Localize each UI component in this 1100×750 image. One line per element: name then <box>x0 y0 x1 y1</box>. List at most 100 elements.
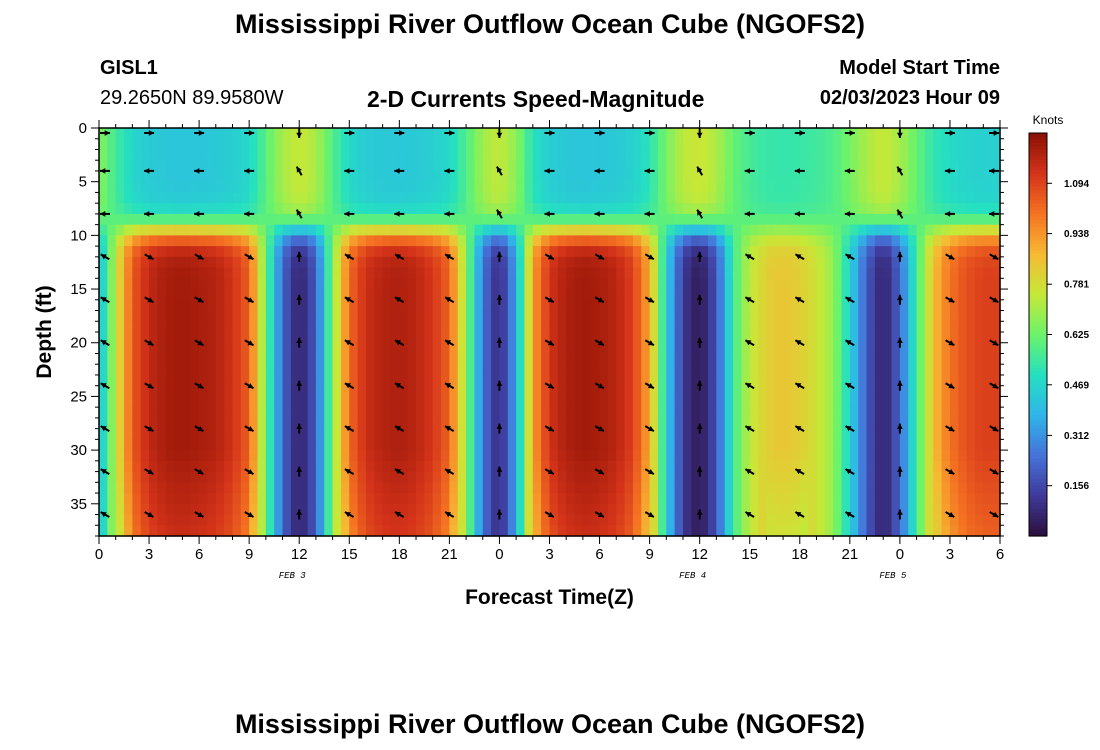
heatmap-cell <box>182 332 192 344</box>
heatmap-cell <box>441 235 450 247</box>
heatmap-cell <box>708 170 717 183</box>
heatmap-cell <box>324 482 334 494</box>
heatmap-cell <box>891 332 901 344</box>
current-arrow <box>444 296 455 304</box>
heatmap-cell <box>182 235 192 247</box>
heatmap-cell <box>808 299 818 312</box>
heatmap-cell <box>115 289 125 301</box>
heatmap-cell <box>708 428 717 440</box>
heatmap-cell <box>516 289 526 301</box>
heatmap-cell <box>858 471 868 483</box>
heatmap-cell <box>190 278 200 290</box>
heatmap-cell <box>966 213 976 226</box>
heatmap-cell <box>774 203 784 215</box>
heatmap-cell <box>165 246 175 258</box>
heatmap-cell <box>482 417 492 430</box>
heatmap-cell <box>783 267 793 279</box>
heatmap-cell <box>941 396 951 408</box>
colorbar-swatch <box>1029 525 1047 530</box>
heatmap-cell <box>691 149 701 161</box>
heatmap-cell <box>549 170 559 183</box>
heatmap-cell <box>891 235 901 247</box>
heatmap-cell <box>307 407 317 419</box>
heatmap-cell <box>115 181 125 194</box>
heatmap-cell <box>315 385 325 398</box>
heatmap-cell <box>916 482 926 494</box>
heatmap-cell <box>532 396 542 408</box>
heatmap-cell <box>657 332 667 344</box>
heatmap-cell <box>791 342 801 355</box>
heatmap-cell <box>232 396 242 408</box>
heatmap-cell <box>507 289 517 301</box>
heatmap-cell <box>340 364 350 376</box>
heatmap-cell <box>524 364 534 376</box>
heatmap-cell <box>232 203 242 215</box>
heatmap-cell <box>916 407 926 419</box>
heatmap-cell <box>324 310 334 322</box>
heatmap-cell <box>799 471 809 483</box>
colorbar-swatch <box>1029 448 1047 453</box>
heatmap-cell <box>491 342 501 355</box>
heatmap-cell <box>157 332 167 344</box>
heatmap-cell <box>365 149 375 161</box>
heatmap-cell <box>457 482 467 494</box>
heatmap-cell <box>365 482 375 494</box>
heatmap-cell <box>941 149 951 161</box>
heatmap-cell <box>524 374 534 387</box>
heatmap-cell <box>424 246 434 258</box>
colorbar-swatch <box>1029 495 1047 500</box>
heatmap-cell <box>991 289 1001 301</box>
heatmap-cell <box>833 364 843 376</box>
heatmap-cell <box>424 385 434 398</box>
heatmap-cell <box>107 299 117 312</box>
x-tick-label: 21 <box>441 546 458 563</box>
heatmap-cell <box>149 256 158 269</box>
current-arrow <box>444 511 455 518</box>
heatmap-cell <box>866 246 876 258</box>
heatmap-cell <box>516 364 526 376</box>
heatmap-cell <box>899 235 909 247</box>
heatmap-cell <box>816 192 826 204</box>
heatmap-cell <box>833 138 843 151</box>
current-arrow <box>989 339 999 347</box>
heatmap-cell <box>407 192 417 204</box>
heatmap-cell <box>874 342 884 355</box>
colorbar-swatch <box>1029 532 1047 537</box>
heatmap-cell <box>107 128 117 140</box>
heatmap-cell <box>399 332 409 344</box>
heatmap-cell <box>799 181 809 194</box>
heatmap-cell <box>507 181 517 194</box>
heatmap-cell <box>783 353 793 365</box>
heatmap-cell <box>124 321 133 333</box>
heatmap-cell <box>416 364 425 376</box>
heatmap-cell <box>290 417 300 430</box>
heatmap-cell <box>132 224 142 236</box>
x-tick-label: 21 <box>841 546 858 563</box>
heatmap-cell <box>390 310 400 322</box>
heatmap-cell <box>916 428 926 440</box>
heatmap-cell <box>349 450 359 462</box>
heatmap-cell <box>507 170 517 183</box>
current-arrow <box>394 339 405 347</box>
heatmap-cell <box>858 493 868 505</box>
heatmap-cell <box>416 525 425 537</box>
heatmap-cell <box>207 417 217 430</box>
current-arrow <box>194 425 204 432</box>
heatmap-cell <box>949 203 959 215</box>
heatmap-cell <box>140 181 150 194</box>
heatmap-cell <box>774 407 784 419</box>
colorbar-swatch <box>1029 230 1047 235</box>
heatmap-cell <box>799 246 809 258</box>
heatmap-cell <box>749 299 759 312</box>
colorbar-swatch <box>1029 290 1047 295</box>
current-arrow <box>945 468 955 475</box>
heatmap-cell <box>474 417 484 430</box>
heatmap-cell <box>265 417 275 430</box>
heatmap-cell <box>958 289 968 301</box>
heatmap-cell <box>474 385 484 398</box>
heatmap-cell <box>557 246 567 258</box>
current-arrow <box>496 466 503 477</box>
heatmap-cell <box>758 353 767 365</box>
heatmap-cell <box>432 493 442 505</box>
heatmap-cell <box>883 396 893 408</box>
